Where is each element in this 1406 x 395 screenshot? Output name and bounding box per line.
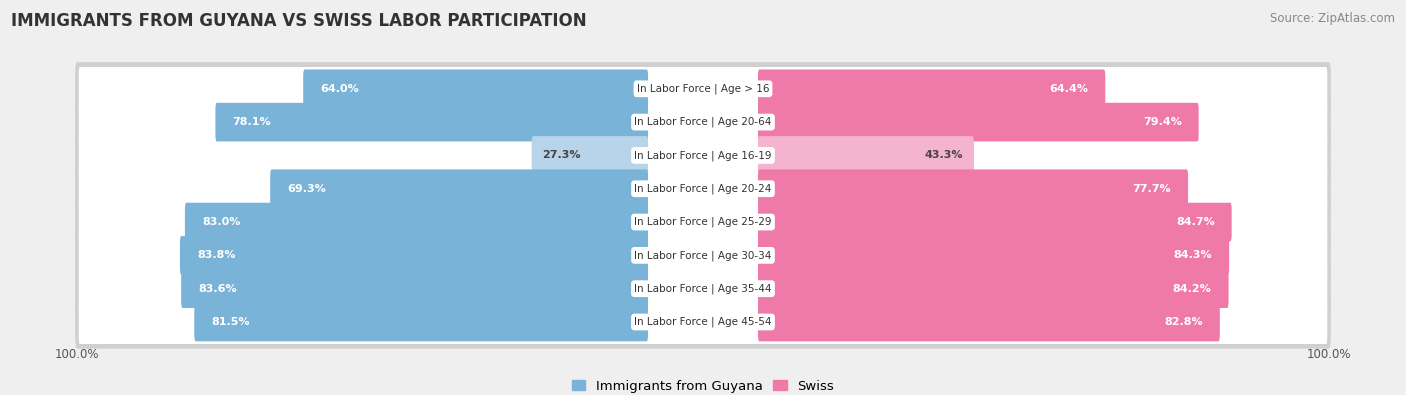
Text: In Labor Force | Age > 16: In Labor Force | Age > 16 [637,84,769,94]
FancyBboxPatch shape [180,236,648,275]
Text: IMMIGRANTS FROM GUYANA VS SWISS LABOR PARTICIPATION: IMMIGRANTS FROM GUYANA VS SWISS LABOR PA… [11,12,586,30]
FancyBboxPatch shape [758,103,1199,141]
FancyBboxPatch shape [531,136,648,175]
FancyBboxPatch shape [75,62,1331,115]
Text: 77.7%: 77.7% [1132,184,1171,194]
Legend: Immigrants from Guyana, Swiss: Immigrants from Guyana, Swiss [567,374,839,395]
Text: In Labor Force | Age 16-19: In Labor Force | Age 16-19 [634,150,772,161]
Text: 84.2%: 84.2% [1173,284,1212,294]
FancyBboxPatch shape [758,303,1220,341]
FancyBboxPatch shape [79,166,1327,212]
FancyBboxPatch shape [758,70,1105,108]
Text: 79.4%: 79.4% [1143,117,1181,127]
Text: In Labor Force | Age 25-29: In Labor Force | Age 25-29 [634,217,772,227]
Text: In Labor Force | Age 45-54: In Labor Force | Age 45-54 [634,317,772,327]
Text: 78.1%: 78.1% [232,117,271,127]
Text: 84.7%: 84.7% [1175,217,1215,227]
FancyBboxPatch shape [79,132,1327,179]
FancyBboxPatch shape [75,229,1331,282]
FancyBboxPatch shape [758,269,1229,308]
FancyBboxPatch shape [194,303,648,341]
FancyBboxPatch shape [270,169,648,208]
FancyBboxPatch shape [304,70,648,108]
FancyBboxPatch shape [79,266,1327,312]
Text: 27.3%: 27.3% [543,150,581,160]
FancyBboxPatch shape [758,136,974,175]
Text: In Labor Force | Age 20-64: In Labor Force | Age 20-64 [634,117,772,127]
FancyBboxPatch shape [758,203,1232,241]
FancyBboxPatch shape [79,199,1327,245]
Text: 82.8%: 82.8% [1164,317,1202,327]
Text: 83.6%: 83.6% [198,284,236,294]
Text: 84.3%: 84.3% [1174,250,1212,260]
FancyBboxPatch shape [758,236,1229,275]
FancyBboxPatch shape [186,203,648,241]
Text: 64.4%: 64.4% [1049,84,1088,94]
Text: In Labor Force | Age 30-34: In Labor Force | Age 30-34 [634,250,772,261]
Text: 69.3%: 69.3% [287,184,326,194]
FancyBboxPatch shape [79,66,1327,112]
FancyBboxPatch shape [75,162,1331,215]
FancyBboxPatch shape [75,196,1331,249]
Text: 81.5%: 81.5% [211,317,250,327]
Text: 64.0%: 64.0% [321,84,359,94]
FancyBboxPatch shape [215,103,648,141]
FancyBboxPatch shape [75,129,1331,182]
Text: 83.0%: 83.0% [202,217,240,227]
FancyBboxPatch shape [79,299,1327,345]
FancyBboxPatch shape [758,169,1188,208]
FancyBboxPatch shape [75,295,1331,349]
FancyBboxPatch shape [79,232,1327,278]
FancyBboxPatch shape [181,269,648,308]
Text: Source: ZipAtlas.com: Source: ZipAtlas.com [1270,12,1395,25]
FancyBboxPatch shape [79,99,1327,145]
FancyBboxPatch shape [75,96,1331,149]
Text: In Labor Force | Age 20-24: In Labor Force | Age 20-24 [634,184,772,194]
Text: In Labor Force | Age 35-44: In Labor Force | Age 35-44 [634,284,772,294]
Text: 43.3%: 43.3% [925,150,963,160]
FancyBboxPatch shape [75,262,1331,315]
Text: 83.8%: 83.8% [197,250,235,260]
